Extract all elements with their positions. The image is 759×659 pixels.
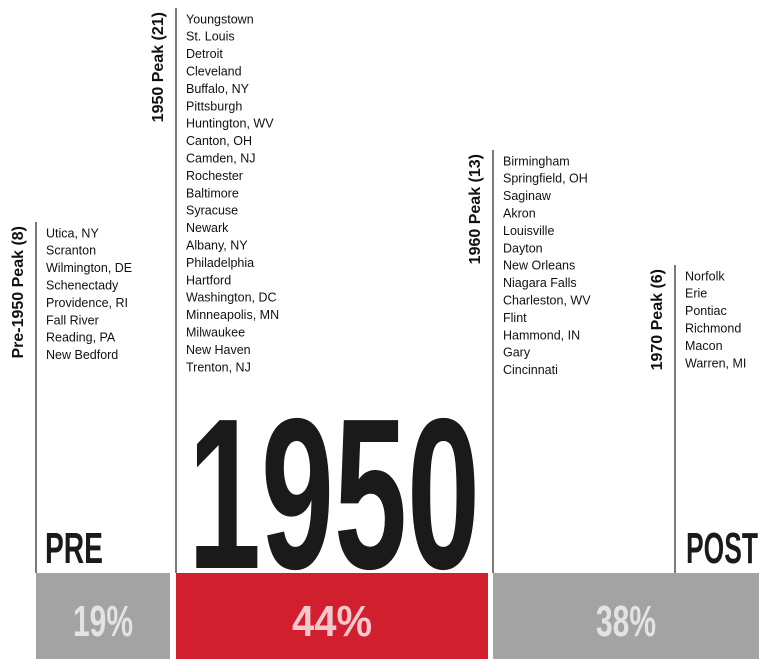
city: Newark bbox=[186, 221, 229, 235]
city: Saginaw bbox=[503, 189, 552, 203]
city: Gary bbox=[503, 346, 531, 360]
city: Philadelphia bbox=[186, 256, 254, 270]
city: Niagara Falls bbox=[503, 276, 577, 290]
city: New Bedford bbox=[46, 348, 118, 362]
city: New Haven bbox=[186, 343, 251, 357]
column-label: 1970 Peak (6) bbox=[649, 269, 666, 370]
city: Birmingham bbox=[503, 154, 570, 168]
city: Wilmington, DE bbox=[46, 261, 132, 275]
city: Cincinnati bbox=[503, 363, 558, 377]
city: Washington, DC bbox=[186, 291, 277, 305]
share: 38% bbox=[596, 597, 656, 646]
city: Scranton bbox=[46, 244, 96, 258]
city: Baltimore bbox=[186, 186, 239, 200]
era-label: POST bbox=[686, 524, 758, 573]
city: New Orleans bbox=[503, 259, 575, 273]
city: Cleveland bbox=[186, 64, 242, 78]
city: Albany, NY bbox=[186, 238, 248, 252]
city: Minneapolis, MN bbox=[186, 308, 279, 322]
city: Fall River bbox=[46, 313, 99, 327]
city: Macon bbox=[685, 339, 723, 353]
city: Canton, OH bbox=[186, 134, 252, 148]
column-label: 1960 Peak (13) bbox=[467, 154, 484, 264]
city: Utica, NY bbox=[46, 226, 99, 240]
city: Youngstown bbox=[186, 12, 254, 26]
city: Buffalo, NY bbox=[186, 82, 250, 96]
city: St. Louis bbox=[186, 30, 235, 44]
city: Hartford bbox=[186, 273, 231, 287]
share: 19% bbox=[73, 597, 133, 646]
city: Schenectady bbox=[46, 278, 119, 292]
city: Akron bbox=[503, 206, 536, 220]
city: Flint bbox=[503, 311, 527, 325]
city: Pittsburgh bbox=[186, 99, 242, 113]
city: Camden, NJ bbox=[186, 151, 255, 165]
column-label: Pre-1950 Peak (8) bbox=[10, 226, 27, 359]
era-label: PRE bbox=[45, 524, 103, 573]
city: Huntington, WV bbox=[186, 117, 274, 131]
city: Pontiac bbox=[685, 304, 727, 318]
city: Dayton bbox=[503, 241, 543, 255]
city: Warren, MI bbox=[685, 356, 746, 370]
era-label: 1950 bbox=[188, 373, 480, 614]
city: Trenton, NJ bbox=[186, 360, 251, 374]
city: Providence, RI bbox=[46, 296, 128, 310]
column-label: 1950 Peak (21) bbox=[150, 12, 167, 122]
city: Richmond bbox=[685, 321, 741, 335]
city: Louisville bbox=[503, 224, 554, 238]
city: Erie bbox=[685, 287, 707, 301]
city: Rochester bbox=[186, 169, 243, 183]
city: Hammond, IN bbox=[503, 328, 580, 342]
post-box bbox=[493, 573, 759, 659]
city: Milwaukee bbox=[186, 325, 245, 339]
city: Syracuse bbox=[186, 204, 238, 218]
share: 44% bbox=[292, 597, 372, 646]
peak-box bbox=[176, 573, 488, 659]
city: Springfield, OH bbox=[503, 172, 588, 186]
city: Charleston, WV bbox=[503, 293, 591, 307]
city: Norfolk bbox=[685, 269, 725, 283]
pre-box bbox=[36, 573, 170, 659]
city: Detroit bbox=[186, 47, 223, 61]
city: Reading, PA bbox=[46, 331, 116, 345]
